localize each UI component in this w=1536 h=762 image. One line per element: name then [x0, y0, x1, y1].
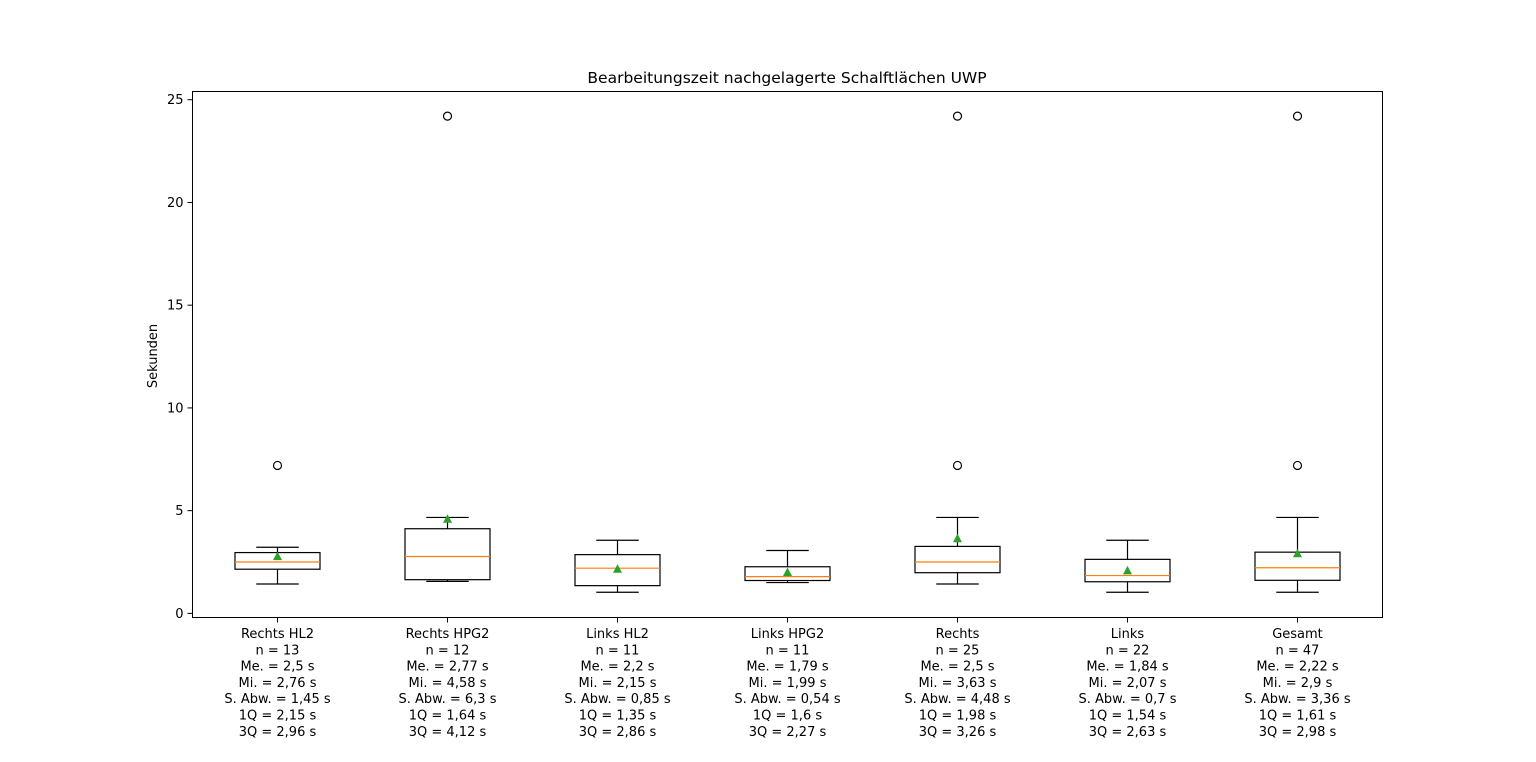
x-tick-label-line: Me. = 1,79 s [746, 660, 829, 675]
x-tick-label-line: 3Q = 2,27 s [749, 725, 827, 740]
y-tick-label-0: 0 [175, 607, 183, 622]
x-tick-label-line: 1Q = 2,15 s [239, 709, 317, 724]
x-tick-label-line: Mi. = 2,07 s [1089, 676, 1167, 691]
x-tick-label-line: n = 25 [936, 643, 980, 658]
x-tick-label-line: Rechts HL2 [241, 627, 314, 642]
x-tick-label-line: 1Q = 1,35 s [579, 709, 657, 724]
x-tick-label-line: Me. = 2,22 s [1256, 660, 1339, 675]
x-tick-label-line: 1Q = 1,98 s [919, 709, 997, 724]
flier-6-1 [1292, 111, 1303, 121]
x-tick-label-5: Links n = 22 Me. = 1,84 s Mi. = 2,07 s S. Ab… [1079, 627, 1177, 740]
x-tick-label-line: S. Abw. = 0,54 s [734, 692, 840, 707]
x-tick-label-line: 1Q = 1,64 s [409, 709, 487, 724]
box-5 [1084, 558, 1171, 583]
x-tick-label-line: Me. = 1,84 s [1086, 660, 1169, 675]
x-tick-label-line: Me. = 2,2 s [580, 660, 654, 675]
x-tick-label-line: n = 11 [766, 643, 810, 658]
x-tick-label-line: Mi. = 2,9 s [1263, 676, 1333, 691]
x-tick-label-line: Links [1111, 627, 1145, 642]
chart-title: Bearbeitungszeit nachgelagerte Schalftlä… [587, 69, 986, 87]
x-tick-label-line: S. Abw. = 3,36 s [1244, 692, 1350, 707]
x-tick-label-line: 1Q = 1,61 s [1259, 709, 1337, 724]
x-tick-label-line: n = 11 [596, 643, 640, 658]
x-tick-label-line: 3Q = 2,63 s [1089, 725, 1167, 740]
x-tick-label-line: Rechts HPG2 [406, 627, 490, 642]
flier-0-0 [272, 460, 283, 471]
y-tick-label-25: 25 [167, 93, 184, 108]
x-tick-label-line: Mi. = 1,99 s [749, 676, 827, 691]
x-tick-label-1: Rechts HPG2 n = 12 Me. = 2,77 s Mi. = 4,58 … [399, 627, 497, 740]
x-tick-label-line: S. Abw. = 1,45 s [224, 692, 330, 707]
x-tick-label-line: Gesamt [1272, 627, 1323, 642]
x-tick-label-line: S. Abw. = 0,85 s [564, 692, 670, 707]
x-tick-label-2: Links HL2 n = 11 Me. = 2,2 s Mi. = 2,15 s S.… [564, 627, 670, 740]
x-tick-label-line: S. Abw. = 0,7 s [1079, 692, 1177, 707]
box-4 [914, 545, 1001, 574]
x-tick-label-6: Gesamt n = 47 Me. = 2,22 s Mi. = 2,9 s S. Ab… [1244, 627, 1350, 740]
flier-6-0 [1292, 460, 1303, 471]
x-tick-label-line: S. Abw. = 4,48 s [904, 692, 1010, 707]
box-2 [574, 554, 661, 587]
box-1 [404, 528, 491, 581]
x-tick-label-line: Rechts [936, 627, 980, 642]
x-tick-label-line: 3Q = 2,98 s [1259, 725, 1337, 740]
mean-marker-6 [1293, 548, 1302, 558]
box-3 [744, 566, 831, 582]
flier-4-1 [952, 111, 963, 121]
mean-marker-1 [443, 514, 452, 523]
x-tick-label-line: Me. = 2,77 s [406, 660, 489, 675]
x-tick-label-line: Me. = 2,5 s [240, 660, 314, 675]
plot-frame [192, 91, 1383, 618]
y-tick-label-15: 15 [167, 299, 184, 314]
x-tick-label-line: S. Abw. = 6,3 s [399, 692, 497, 707]
x-tick-label-line: Links HL2 [586, 627, 649, 642]
x-tick-label-line: Mi. = 3,63 s [919, 676, 997, 691]
x-tick-label-line: n = 47 [1276, 643, 1320, 658]
mean-marker-2 [613, 564, 622, 573]
mean-marker-5 [1123, 565, 1132, 575]
flier-4-0 [952, 460, 963, 471]
y-tick-label-5: 5 [175, 504, 183, 519]
x-tick-label-line: n = 22 [1106, 643, 1150, 658]
x-tick-label-line: 3Q = 4,12 s [409, 725, 487, 740]
mean-marker-0 [273, 551, 282, 561]
x-tick-label-line: 3Q = 3,26 s [919, 725, 997, 740]
x-tick-label-line: n = 12 [426, 643, 470, 658]
x-tick-label-line: Mi. = 2,15 s [579, 676, 657, 691]
x-tick-label-line: Me. = 2,5 s [920, 660, 994, 675]
x-tick-label-line: Mi. = 2,76 s [239, 676, 317, 691]
x-tick-label-line: n = 13 [256, 643, 300, 658]
x-tick-label-line: 1Q = 1,54 s [1089, 709, 1167, 724]
x-tick-label-line: 3Q = 2,96 s [239, 725, 317, 740]
x-tick-label-line: 1Q = 1,6 s [753, 709, 822, 724]
x-tick-label-4: Rechts n = 25 Me. = 2,5 s Mi. = 3,63 s S. Ab… [904, 627, 1010, 740]
x-tick-label-3: Links HPG2 n = 11 Me. = 1,79 s Mi. = 1,99 s… [734, 627, 840, 740]
flier-1-0 [442, 111, 453, 121]
y-tick-label-10: 10 [167, 401, 184, 416]
x-tick-label-line: 3Q = 2,86 s [579, 725, 657, 740]
y-axis-label: Sekunden [146, 324, 161, 388]
mean-marker-4 [953, 533, 962, 543]
y-tick-label-20: 20 [167, 196, 184, 211]
x-tick-label-line: Links HPG2 [751, 627, 825, 642]
mean-marker-3 [783, 567, 792, 577]
x-tick-label-line: Mi. = 4,58 s [409, 676, 487, 691]
